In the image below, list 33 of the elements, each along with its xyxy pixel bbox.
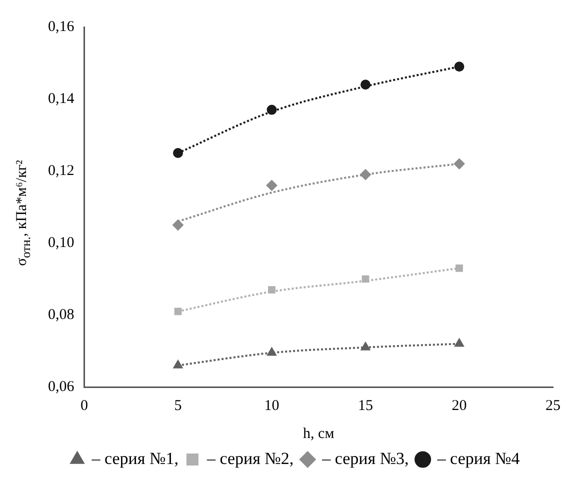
y-tick-label: 0,08: [48, 306, 74, 323]
legend-label: – серия №2,: [206, 448, 294, 468]
point: [454, 62, 464, 72]
point: [268, 286, 276, 294]
point: [172, 220, 184, 230]
x-axis-title: h, см: [303, 426, 335, 442]
point: [173, 148, 183, 158]
point: [173, 360, 183, 368]
point: [456, 264, 463, 272]
x-tick-label: 10: [264, 398, 280, 414]
legend-label: – серия №4: [436, 448, 520, 468]
point: [360, 169, 371, 180]
point: [360, 342, 370, 350]
x-tick-label: 5: [174, 398, 182, 414]
x-tick-label: 15: [358, 398, 373, 414]
point: [362, 275, 370, 283]
y-tick-label: 0,14: [48, 90, 75, 107]
point: [454, 158, 465, 170]
point: [266, 180, 278, 191]
point: [454, 338, 464, 347]
y-tick-label: 0,12: [48, 162, 74, 179]
point: [360, 80, 370, 90]
y-tick-label: 0,06: [48, 378, 75, 395]
y-tick-label: 0,16: [48, 18, 75, 35]
point: [174, 308, 182, 316]
x-tick-label: 20: [452, 398, 467, 414]
y-tick-label: 0,10: [48, 234, 74, 251]
x-tick-label: 0: [80, 398, 88, 414]
legend-label: – серия №3,: [321, 448, 409, 468]
point: [266, 104, 277, 115]
legend-label: – серия №1,: [90, 448, 178, 468]
point: [266, 347, 277, 356]
x-tick-label: 25: [546, 398, 560, 414]
